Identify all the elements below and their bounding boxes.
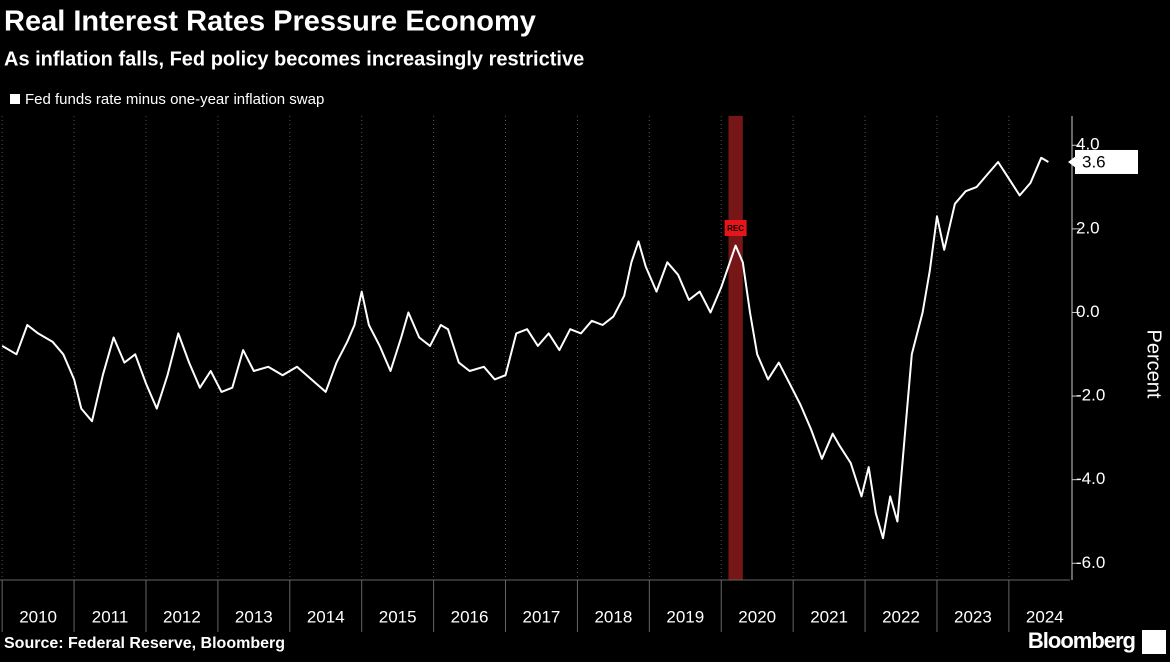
x-tick-label: 2018 [594, 607, 632, 626]
x-tick-label: 2011 [92, 607, 129, 626]
legend-label: Fed funds rate minus one-year inflation … [25, 91, 324, 108]
series-line [1, 156, 1049, 540]
x-tick-label: 2020 [738, 607, 776, 626]
y-tick-label: 4.0 [1076, 135, 1100, 154]
x-tick-label: 2014 [307, 607, 345, 626]
brand: Bloomberg [1028, 628, 1135, 653]
end-label-pointer [1068, 155, 1076, 168]
x-tick-label: 2019 [666, 607, 704, 626]
x-tick-label: 2021 [810, 607, 848, 626]
x-tick-label: 2012 [163, 607, 201, 626]
y-axis-label: Percent [1143, 330, 1165, 399]
y-tick-label: -6.0 [1076, 553, 1105, 572]
y-tick-label: 0.0 [1076, 302, 1100, 321]
y-tick-label: -4.0 [1076, 469, 1105, 488]
source: Source: Federal Reserve, Bloomberg [4, 635, 285, 652]
recession-band [728, 116, 743, 580]
x-tick-label: 2024 [1026, 607, 1064, 626]
y-tick-label: -2.0 [1076, 386, 1105, 405]
end-label-box [1075, 149, 1138, 174]
y-tick-label: 2.0 [1076, 218, 1100, 237]
x-tick-label: 2010 [19, 607, 57, 626]
chart-subtitle: As inflation falls, Fed policy becomes i… [4, 48, 584, 70]
x-tick-label: 2022 [882, 607, 920, 626]
recession-label: REC [727, 224, 744, 233]
brand-icon [1142, 630, 1166, 654]
x-tick-label: 2016 [451, 607, 489, 626]
x-tick-label: 2017 [523, 607, 561, 626]
end-label: 3.6 [1082, 152, 1106, 171]
chart-title: Real Interest Rates Pressure Economy [4, 6, 536, 38]
legend-swatch [10, 94, 20, 104]
x-tick-label: 2023 [954, 607, 992, 626]
recession-label-box [724, 220, 747, 236]
x-tick-label: 2015 [379, 607, 417, 626]
x-tick-label: 2013 [235, 607, 273, 626]
